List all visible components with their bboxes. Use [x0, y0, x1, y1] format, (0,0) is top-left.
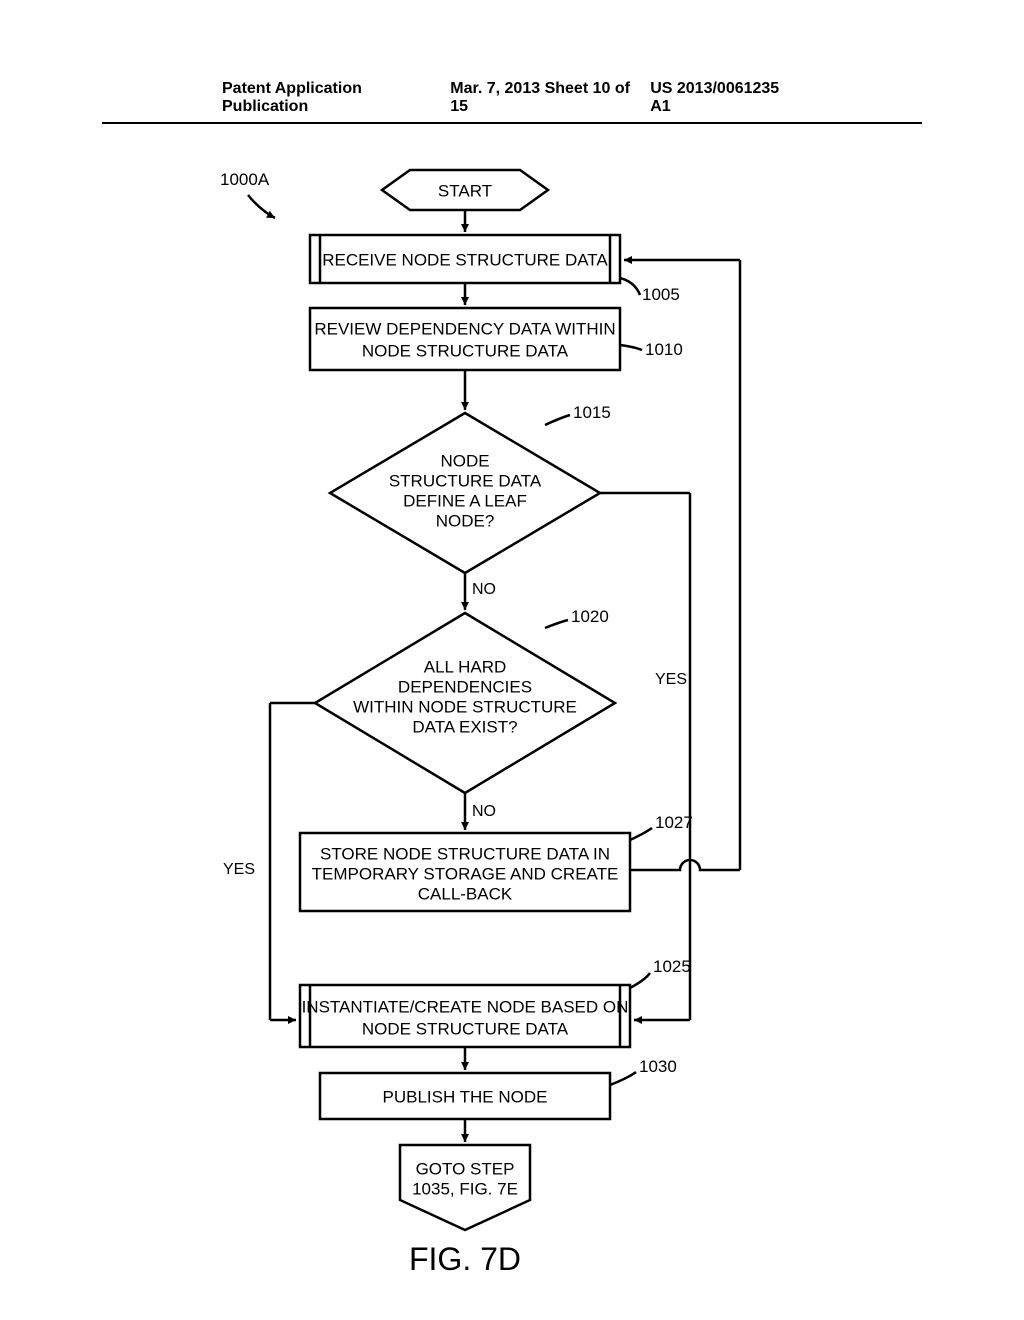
diagram-ref-label: 1000A: [220, 170, 270, 189]
svg-text:WITHIN NODE STRUCTURE: WITHIN NODE STRUCTURE: [353, 697, 577, 716]
node-1027: STORE NODE STRUCTURE DATA IN TEMPORARY S…: [300, 833, 630, 911]
header-left: Patent Application Publication: [222, 80, 450, 116]
flowchart-diagram: 1000A START RECEIVE NODE STRUCTURE DATA …: [0, 150, 1024, 1320]
start-node: START: [382, 170, 548, 210]
node-1025: INSTANTIATE/CREATE NODE BASED ON NODE ST…: [300, 985, 630, 1047]
node-1005: RECEIVE NODE STRUCTURE DATA: [310, 235, 620, 283]
svg-text:DEFINE A LEAF: DEFINE A LEAF: [403, 491, 527, 510]
page-header: Patent Application Publication Mar. 7, 2…: [102, 80, 922, 124]
ref-1020: 1020: [571, 607, 609, 626]
node-1010: REVIEW DEPENDENCY DATA WITHIN NODE STRUC…: [310, 308, 620, 370]
svg-text:NODE STRUCTURE DATA: NODE STRUCTURE DATA: [362, 1019, 569, 1038]
header-center: Mar. 7, 2013 Sheet 10 of 15: [450, 80, 650, 116]
svg-text:CALL-BACK: CALL-BACK: [418, 884, 513, 903]
ref-1025: 1025: [653, 957, 691, 976]
svg-text:GOTO STEP: GOTO STEP: [416, 1159, 515, 1178]
edge-label-no-1015: NO: [472, 581, 496, 598]
svg-text:DEPENDENCIES: DEPENDENCIES: [398, 677, 532, 696]
svg-text:STRUCTURE DATA: STRUCTURE DATA: [389, 471, 542, 490]
svg-text:STORE NODE STRUCTURE DATA IN: STORE NODE STRUCTURE DATA IN: [320, 844, 610, 863]
edge-label-yes-1020: YES: [655, 671, 687, 688]
edge-label-no-1020: NO: [472, 803, 496, 820]
header-right: US 2013/0061235 A1: [650, 80, 802, 116]
node-1020: ALL HARD DEPENDENCIES WITHIN NODE STRUCT…: [315, 613, 615, 793]
ref-1030: 1030: [639, 1057, 677, 1076]
svg-text:TEMPORARY STORAGE AND CREATE: TEMPORARY STORAGE AND CREATE: [312, 864, 619, 883]
goto-node: GOTO STEP 1035, FIG. 7E: [400, 1145, 530, 1230]
svg-text:RECEIVE NODE STRUCTURE DATA: RECEIVE NODE STRUCTURE DATA: [322, 250, 608, 269]
ref-1010: 1010: [645, 340, 683, 359]
svg-text:NODE?: NODE?: [436, 511, 495, 530]
svg-text:ALL HARD: ALL HARD: [424, 657, 507, 676]
svg-text:INSTANTIATE/CREATE NODE BASED: INSTANTIATE/CREATE NODE BASED ON: [302, 997, 629, 1016]
figure-label: FIG. 7D: [409, 1241, 521, 1277]
svg-text:PUBLISH THE NODE: PUBLISH THE NODE: [382, 1087, 547, 1106]
ref-1005: 1005: [642, 285, 680, 304]
edge-label-yes-left: YES: [223, 861, 255, 878]
svg-text:DATA EXIST?: DATA EXIST?: [412, 717, 517, 736]
svg-text:REVIEW DEPENDENCY DATA WITHIN: REVIEW DEPENDENCY DATA WITHIN: [314, 319, 615, 338]
node-1030: PUBLISH THE NODE: [320, 1073, 610, 1119]
ref-1015: 1015: [573, 403, 611, 422]
svg-text:NODE: NODE: [440, 451, 489, 470]
svg-text:NODE STRUCTURE DATA: NODE STRUCTURE DATA: [362, 341, 569, 360]
svg-text:1035, FIG. 7E: 1035, FIG. 7E: [412, 1179, 518, 1198]
ref-1027: 1027: [655, 813, 693, 832]
node-1015: NODE STRUCTURE DATA DEFINE A LEAF NODE?: [330, 413, 600, 573]
svg-text:START: START: [438, 181, 492, 200]
